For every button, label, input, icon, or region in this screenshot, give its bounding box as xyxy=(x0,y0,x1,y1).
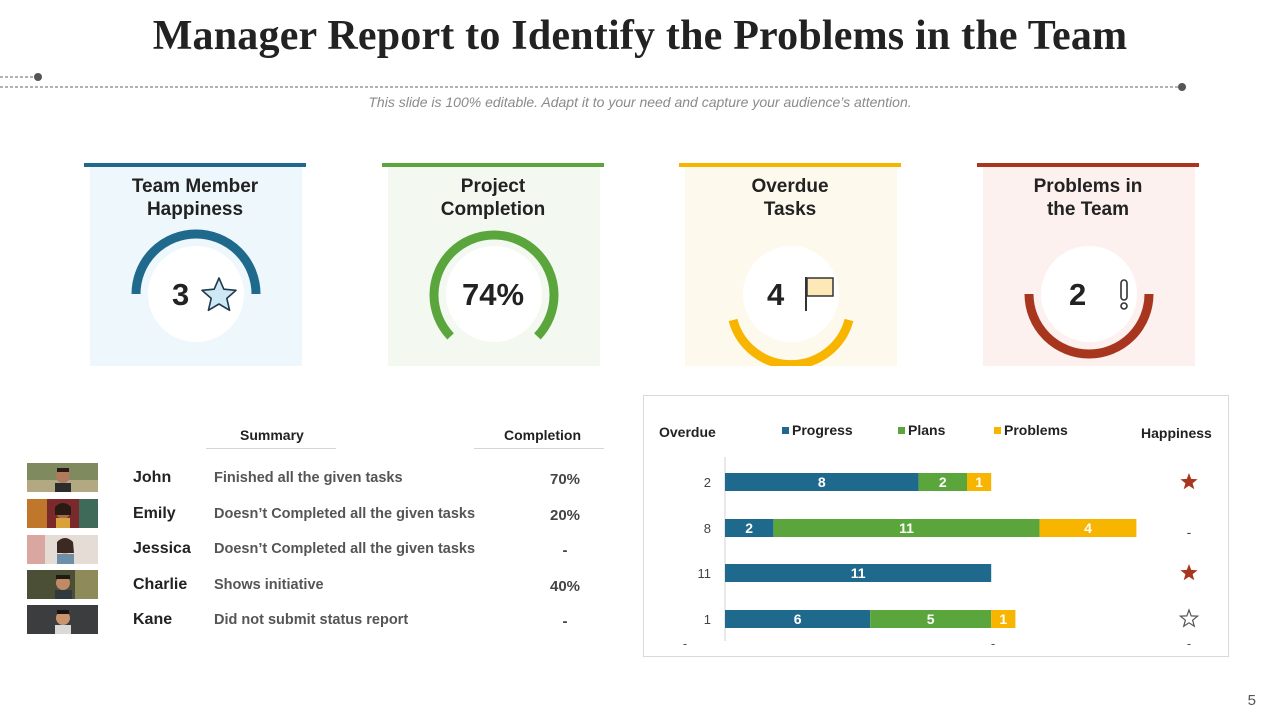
member-name: Kane xyxy=(133,611,173,628)
outline-star-icon xyxy=(1178,608,1200,628)
legend-swatch xyxy=(782,427,789,434)
happiness-gauge xyxy=(131,229,261,342)
page-number: 5 xyxy=(1247,692,1256,709)
member-summary: Doesn’t Completed all the given tasks xyxy=(214,506,476,522)
member-summary: Doesn’t Completed all the given tasks xyxy=(214,541,476,557)
legend-swatch xyxy=(898,427,905,434)
bar-segment-problems xyxy=(991,610,1016,628)
legend-label-problems: Problems xyxy=(1004,422,1068,438)
chart-frame xyxy=(643,395,1229,657)
card-title: Project Completion xyxy=(440,176,546,220)
x-bottom-label: - xyxy=(683,636,687,651)
title-divider xyxy=(0,73,1186,91)
avatar xyxy=(27,535,98,564)
member-completion: 70% xyxy=(549,471,581,488)
data-label: 11 xyxy=(851,565,866,581)
member-summary: Finished all the given tasks xyxy=(214,470,403,486)
card-accent-bar xyxy=(679,163,901,167)
member-name: John xyxy=(133,469,172,486)
card-title: Overdue Tasks xyxy=(751,176,829,220)
data-label: 2 xyxy=(939,474,947,490)
flag-icon xyxy=(805,277,834,311)
legend-label-progress: Progress xyxy=(792,422,853,438)
bar-segment-plans xyxy=(773,519,1040,537)
y-tick-label: 11 xyxy=(698,566,712,581)
avatar xyxy=(27,570,98,599)
card-title: Team Member Happiness xyxy=(131,176,259,220)
bar-segment-plans xyxy=(918,473,967,491)
legend-label-plans: Plans xyxy=(908,422,946,438)
card-overdue: Overdue Tasks 4 xyxy=(679,163,901,366)
completion-header-rule xyxy=(474,448,604,449)
data-label: 8 xyxy=(818,474,826,490)
filled-star-icon xyxy=(1180,473,1198,490)
happiness-value: 3 xyxy=(172,277,190,312)
y-tick-label: 2 xyxy=(704,475,711,490)
x-bottom-label: - xyxy=(1187,636,1191,651)
member-summary: Did not submit status report xyxy=(214,612,409,628)
completion-value: 74% xyxy=(462,277,525,312)
avatar xyxy=(27,499,98,528)
happiness-header: Happiness xyxy=(1141,425,1212,441)
data-label: 11 xyxy=(899,520,914,536)
member-name: Emily xyxy=(133,505,176,522)
y-tick-label: 8 xyxy=(704,521,711,536)
problems-value: 2 xyxy=(1069,277,1087,312)
data-label: 6 xyxy=(794,611,802,627)
summary-column-header: Summary xyxy=(240,427,304,443)
bar-segment-progress xyxy=(725,519,774,537)
problems-gauge xyxy=(1024,246,1154,359)
bar-segment-progress xyxy=(725,610,871,628)
exclamation-icon xyxy=(1120,279,1128,310)
data-label: 1 xyxy=(999,611,1007,627)
avatar xyxy=(27,605,98,634)
data-label: 5 xyxy=(927,611,935,627)
bar-segment-progress xyxy=(725,473,919,491)
member-completion: 20% xyxy=(549,507,581,524)
member-name: Charlie xyxy=(133,576,188,593)
bar-segment-problems xyxy=(1039,519,1137,537)
overdue-value: 4 xyxy=(767,277,785,312)
y-tick-label: 1 xyxy=(704,612,711,627)
member-completion: 40% xyxy=(549,578,581,595)
bar-segment-progress xyxy=(725,564,992,582)
data-label: 4 xyxy=(1084,520,1092,536)
member-completion: - xyxy=(562,613,568,630)
subtitle: This slide is 100% editable. Adapt it to… xyxy=(368,94,912,110)
member-name: Jessica xyxy=(133,540,191,557)
page-title: Manager Report to Identify the Problems … xyxy=(152,13,1128,59)
star-icon xyxy=(201,277,237,312)
data-label: 2 xyxy=(745,520,753,536)
happiness-marker: - xyxy=(1187,524,1192,540)
card-accent-bar xyxy=(382,163,604,167)
bar-segment-plans xyxy=(870,610,992,628)
stacked-bar-chart: Overdue Happiness Progress Plans Problems 2 8 2… xyxy=(659,422,1212,651)
filled-star-icon xyxy=(1180,564,1198,581)
x-bottom-label: - xyxy=(991,636,995,651)
card-accent-bar xyxy=(84,163,306,167)
overdue-gauge xyxy=(728,246,854,366)
completion-gauge xyxy=(429,230,559,342)
card-completion: Project Completion 74% xyxy=(382,163,604,366)
member-completion: - xyxy=(562,542,568,559)
card-happiness: Team Member Happiness 3 xyxy=(84,163,306,366)
avatar xyxy=(27,463,98,492)
card-title: Problems in the Team xyxy=(1033,176,1143,220)
overdue-header: Overdue xyxy=(659,424,716,440)
data-label: 1 xyxy=(975,474,983,490)
bar-segment-problems xyxy=(967,473,992,491)
completion-column-header: Completion xyxy=(504,427,581,443)
card-problems: Problems in the Team 2 xyxy=(977,163,1199,366)
summary-header-rule xyxy=(206,448,336,449)
card-accent-bar xyxy=(977,163,1199,167)
member-summary: Shows initiative xyxy=(214,577,324,593)
legend-swatch xyxy=(994,427,1001,434)
